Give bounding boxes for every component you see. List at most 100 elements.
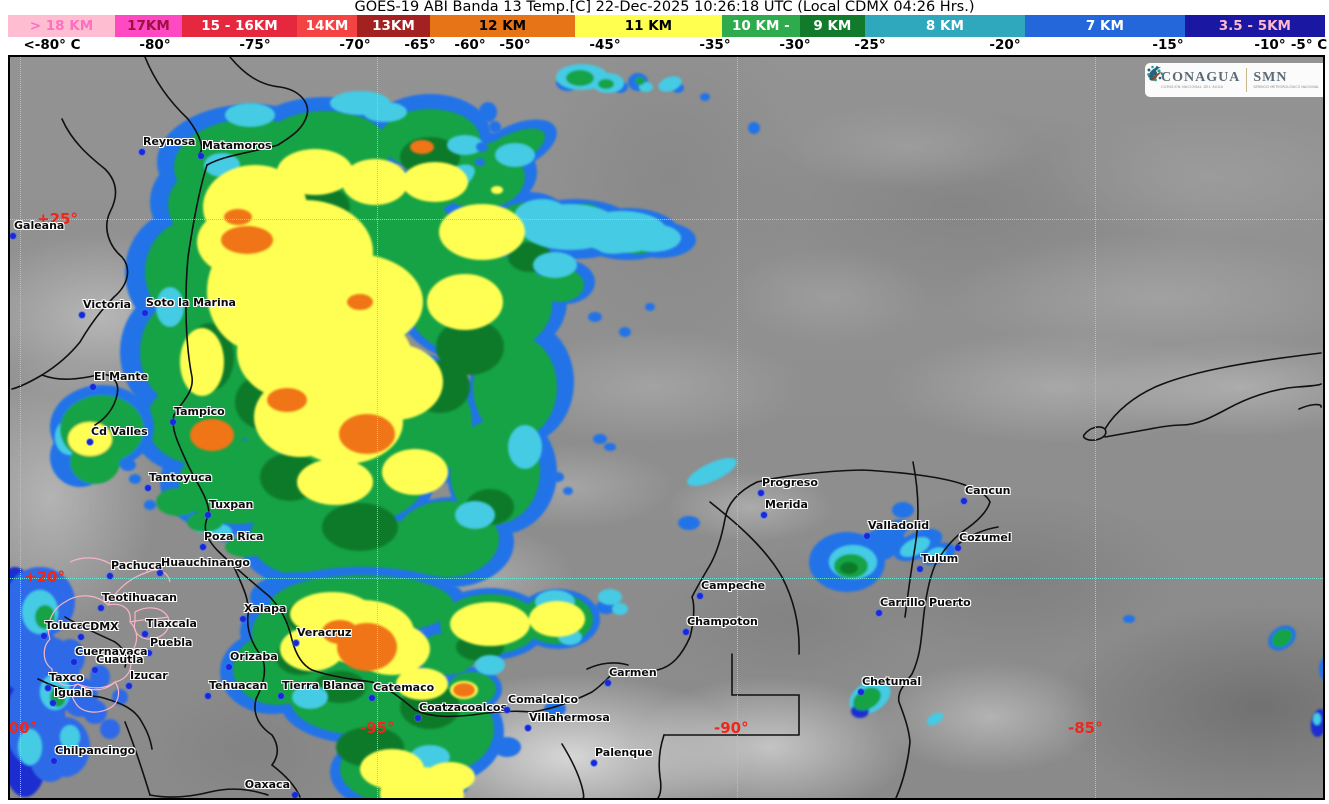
city-label: Tlaxcala — [146, 617, 197, 630]
city-label: Campeche — [701, 579, 766, 592]
city-label: Chetumal — [862, 675, 922, 688]
temp-label: -15° — [1152, 37, 1184, 53]
city-label: Villahermosa — [529, 711, 610, 724]
coastline-borders — [11, 57, 1322, 798]
city-label: Cd Valles — [91, 425, 148, 438]
storm-valladolid — [809, 502, 956, 592]
city-label: El Mante — [94, 370, 149, 383]
city-dot-icon — [71, 659, 77, 665]
gridline-lat-20 — [10, 578, 1323, 579]
city-dot-icon — [955, 545, 961, 551]
city-dot-icon — [50, 700, 56, 706]
city-dot-icon — [78, 634, 84, 640]
city-dot-icon — [415, 715, 421, 721]
coord-label: -100° — [8, 719, 38, 737]
legend-band: 10 KM - — [721, 15, 800, 37]
city-label: Comalcalco — [508, 693, 579, 706]
city-label: Progreso — [762, 476, 818, 489]
gridline-lon-100 — [20, 57, 21, 798]
city-label: Matamoros — [202, 139, 272, 152]
temp-label: <-80° C — [23, 37, 81, 53]
agency-logo-box: CONAGUA COMISIÓN NACIONAL DEL AGUA SMN S… — [1145, 63, 1323, 97]
temp-label: -50° — [499, 37, 531, 53]
city-label: Tuxpan — [209, 498, 254, 511]
smn-subtitle: SERVICIO METEOROLÓGICO NACIONAL — [1253, 84, 1319, 89]
coord-label: -95° — [360, 719, 395, 737]
legend-band: 11 KM — [574, 15, 722, 37]
legend-band: 17KM — [114, 15, 182, 37]
coord-label: -90° — [714, 719, 749, 737]
city-label: Coatzacoalcos — [419, 701, 508, 714]
city-label: Victoria — [83, 298, 132, 311]
city-dot-icon — [92, 667, 98, 673]
storm-orange-layer — [190, 140, 434, 454]
legend-band: 12 KM — [429, 15, 575, 37]
city-label: Orizaba — [230, 650, 278, 663]
city-label: Poza Rica — [204, 530, 264, 543]
city-dot-icon — [145, 485, 151, 491]
city-dot-icon — [200, 544, 206, 550]
city-label: Champoton — [687, 615, 758, 628]
cloud-storm-layer — [10, 57, 1323, 798]
coord-label: -85° — [1068, 719, 1103, 737]
city-label: Puebla — [150, 636, 193, 649]
city-dot-icon — [146, 650, 152, 656]
temp-label: -35° — [699, 37, 731, 53]
smn-name: SMN — [1253, 69, 1288, 85]
city-label: Cuautla — [96, 653, 144, 666]
legend-band: 7 KM — [1024, 15, 1185, 37]
city-dot-icon — [142, 631, 148, 637]
city-label: Tantoyuca — [149, 471, 213, 484]
city-label: Tulum — [921, 552, 959, 565]
city-label: Soto la Marina — [146, 296, 236, 309]
city-dot-icon — [90, 384, 96, 390]
city-dot-icon — [157, 570, 163, 576]
altitude-legend: > 18 KM 17KM 15 - 16KM 14KM 13KM 12 KM 1… — [8, 15, 1325, 37]
city-dot-icon — [51, 758, 57, 764]
logo-divider — [1246, 68, 1248, 92]
city-dot-icon — [504, 707, 510, 713]
city-dot-icon — [917, 566, 923, 572]
city-dot-icon — [858, 689, 864, 695]
city-label: Cancun — [965, 484, 1011, 497]
city-dot-icon — [605, 680, 611, 686]
temp-label: -80° — [139, 37, 171, 53]
city-dot-icon — [278, 693, 284, 699]
storm-specks — [475, 64, 1323, 726]
legend-band: 13KM — [356, 15, 430, 37]
city-label: Chilpancingo — [55, 744, 136, 757]
city-dot-icon — [876, 610, 882, 616]
city-dot-icon — [41, 633, 47, 639]
temperature-scale: <-80° C -80° -75° -70° -65° -60° -50° -4… — [8, 37, 1327, 55]
satellite-map: +25° +20° -100° -95° -90° -85° Reynosa M… — [8, 55, 1325, 800]
city-dot-icon — [205, 512, 211, 518]
gridline-lon-90 — [737, 57, 738, 798]
city-dot-icon — [170, 419, 176, 425]
smn-wordmark: SMN SERVICIO METEOROLÓGICO NACIONAL — [1253, 69, 1319, 89]
temp-label: -65° — [404, 37, 436, 53]
temp-label: -10° — [1254, 37, 1286, 53]
city-label: Carmen — [609, 666, 657, 679]
city-dot-icon — [139, 149, 145, 155]
city-label: Cozumel — [959, 531, 1012, 544]
legend-band: 15 - 16KM — [181, 15, 297, 37]
city-dot-icon — [10, 233, 16, 239]
smn-logo-icon — [1147, 65, 1164, 82]
city-dot-icon — [864, 533, 870, 539]
city-dot-icon — [292, 792, 298, 798]
temp-label: -70° — [339, 37, 371, 53]
city-dot-icon — [205, 693, 211, 699]
city-dot-icon — [142, 310, 148, 316]
conagua-subtitle: COMISIÓN NACIONAL DEL AGUA — [1161, 84, 1224, 89]
temp-label: -25° — [854, 37, 886, 53]
city-label: Iguala — [54, 686, 93, 699]
city-dot-icon — [98, 605, 104, 611]
city-dot-icon — [226, 664, 232, 670]
storm-south-orange — [322, 620, 475, 697]
temp-label: -60° — [454, 37, 486, 53]
coord-label: +25° — [37, 210, 78, 228]
gridline-lat-25 — [10, 219, 1323, 220]
gridline-lon-85 — [1095, 57, 1096, 798]
city-dot-icon — [45, 685, 51, 691]
city-label: Veracruz — [297, 626, 352, 639]
